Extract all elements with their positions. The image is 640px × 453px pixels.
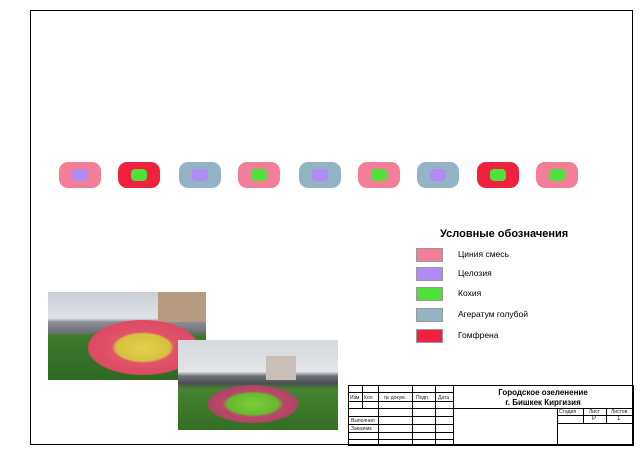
title-line-2: г. Бишкек Киргизия	[505, 398, 581, 407]
flowerbed-center-celosia	[312, 169, 328, 181]
stage-label: Стадия	[559, 409, 577, 415]
sheet-value: Р	[592, 416, 597, 422]
flowerbed-zinnia	[59, 162, 101, 188]
legend-label: Агератум голубой	[458, 309, 529, 319]
flowerbed-gomphrena	[477, 162, 519, 188]
title-block: Изм Кол. № докум. Подп. Дата Выполнил За…	[348, 385, 634, 446]
title-line-1: Городское озеленение	[498, 388, 588, 397]
flowerbed-ageratum	[179, 162, 221, 188]
legend-title: Условные обозначения	[440, 228, 569, 240]
flowerbed-center-kochia	[371, 169, 387, 181]
header-izm: Изм	[350, 395, 360, 401]
flowerbed-center-celosia	[430, 169, 446, 181]
flowerbed-center-kochia	[549, 169, 565, 181]
sheets-label: Листов	[611, 409, 628, 415]
legend-label: Кохия	[458, 288, 482, 298]
legend-label: Циния смесь	[458, 249, 509, 259]
performed-label: Выполнил	[351, 418, 375, 424]
flowerbed-gomphrena	[118, 162, 160, 188]
legend-swatch-gomphrena	[416, 329, 443, 343]
header-sign: Подп.	[416, 395, 430, 401]
flowerbed-zinnia	[358, 162, 400, 188]
flowerbed-center-kochia	[251, 169, 267, 181]
flowerbed-zinnia	[536, 162, 578, 188]
legend-label: Целозия	[458, 268, 492, 278]
customer-label: Заказчик	[351, 426, 372, 432]
sheet-frame	[30, 10, 633, 445]
legend-swatch-celosia	[416, 267, 443, 281]
legend-label: Гомфрена	[458, 330, 499, 340]
flowerbed-center-kochia	[490, 169, 506, 181]
sheet-label: Лист	[589, 409, 600, 415]
photo-flowerbed-2	[178, 340, 338, 430]
flowerbed-ageratum	[299, 162, 341, 188]
header-doc: № докум.	[384, 395, 406, 401]
flowerbed-zinnia	[238, 162, 280, 188]
legend-swatch-ageratum	[416, 308, 443, 322]
flowerbed-ageratum	[417, 162, 459, 188]
flowerbed-center-kochia	[131, 169, 147, 181]
drawing-title: Городское озеленение г. Бишкек Киргизия	[452, 388, 634, 408]
legend-swatch-kochia	[416, 287, 443, 301]
flowerbed-center-celosia	[72, 169, 88, 181]
legend-swatch-zinnia	[416, 248, 443, 262]
header-date: Дата	[438, 395, 450, 401]
sheets-value: 1	[617, 416, 621, 422]
flowerbed-center-celosia	[192, 169, 208, 181]
header-kol: Кол.	[364, 395, 374, 401]
